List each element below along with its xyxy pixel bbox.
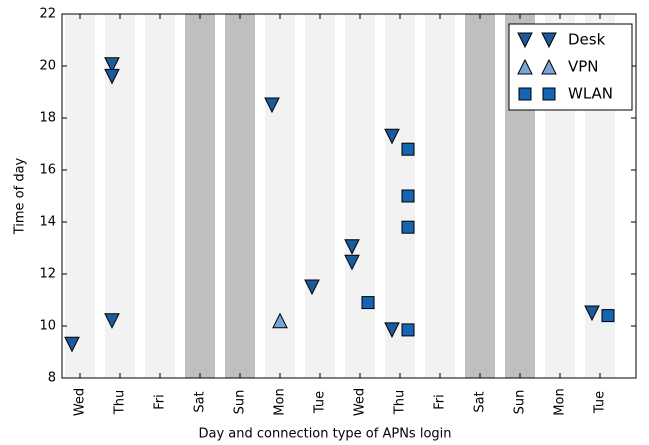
x-tick-label: Sun xyxy=(233,390,248,415)
day-band xyxy=(185,14,215,378)
y-tick-label: 22 xyxy=(39,7,56,22)
x-tick-label: Wed xyxy=(73,388,88,416)
marker-square xyxy=(401,323,415,337)
day-band xyxy=(145,14,175,378)
marker-triangle-down xyxy=(304,279,320,296)
y-tick-label: 12 xyxy=(39,267,56,282)
marker-triangle-down xyxy=(517,32,533,49)
y-tick-label: 10 xyxy=(39,319,56,334)
y-tick-label: 20 xyxy=(39,59,56,74)
y-tick-label: 14 xyxy=(39,215,56,230)
marker-triangle-down xyxy=(541,32,557,49)
marker-triangle-down xyxy=(64,336,80,353)
plot-frame xyxy=(61,13,637,379)
marker-triangle-down xyxy=(104,313,120,329)
marker-triangle-up xyxy=(272,312,288,329)
marker-square xyxy=(542,87,556,101)
x-tick-label: Sat xyxy=(473,391,488,412)
marker-triangle-up xyxy=(517,58,533,75)
y-tick-label: 8 xyxy=(48,371,56,386)
day-band xyxy=(425,14,455,378)
marker-triangle-down xyxy=(344,254,360,271)
marker-square xyxy=(401,220,415,234)
marker-square xyxy=(601,309,615,323)
day-band xyxy=(305,14,335,378)
day-band xyxy=(465,14,495,378)
x-tick-label: Thu xyxy=(393,390,408,415)
x-tick-label: Tue xyxy=(313,391,328,414)
x-tick-label: Mon xyxy=(553,388,568,415)
marker-triangle-up xyxy=(541,58,557,75)
marker-triangle-down xyxy=(264,97,280,114)
marker-triangle-down xyxy=(104,68,120,85)
marker-triangle-down xyxy=(104,57,120,73)
legend-label: WLAN xyxy=(568,85,613,103)
marker-square xyxy=(518,87,532,101)
day-band xyxy=(65,14,95,378)
x-tick-label: Thu xyxy=(113,390,128,415)
x-axis-label: Day and connection type of APNs login xyxy=(198,427,451,442)
marker-square xyxy=(361,296,375,310)
marker-triangle-down xyxy=(384,322,400,339)
legend-label: Desk xyxy=(568,31,606,49)
marker-square xyxy=(401,142,415,156)
day-band xyxy=(225,14,255,378)
x-tick-label: Fri xyxy=(433,394,448,410)
marker-triangle-down xyxy=(584,305,600,322)
x-tick-label: Sun xyxy=(513,390,528,415)
y-tick-label: 18 xyxy=(39,111,56,126)
x-tick-label: Sat xyxy=(193,391,208,412)
y-tick-label: 16 xyxy=(39,163,56,178)
marker-square xyxy=(401,189,415,203)
x-tick-label: Mon xyxy=(273,388,288,415)
x-tick-label: Fri xyxy=(153,394,168,410)
marker-triangle-down xyxy=(384,128,400,145)
x-tick-label: Tue xyxy=(593,391,608,414)
x-tick-label: Wed xyxy=(353,388,368,416)
day-band xyxy=(345,14,375,378)
y-axis-label: Time of day xyxy=(13,157,28,235)
legend-label: VPN xyxy=(568,58,599,76)
marker-triangle-down xyxy=(344,239,360,255)
